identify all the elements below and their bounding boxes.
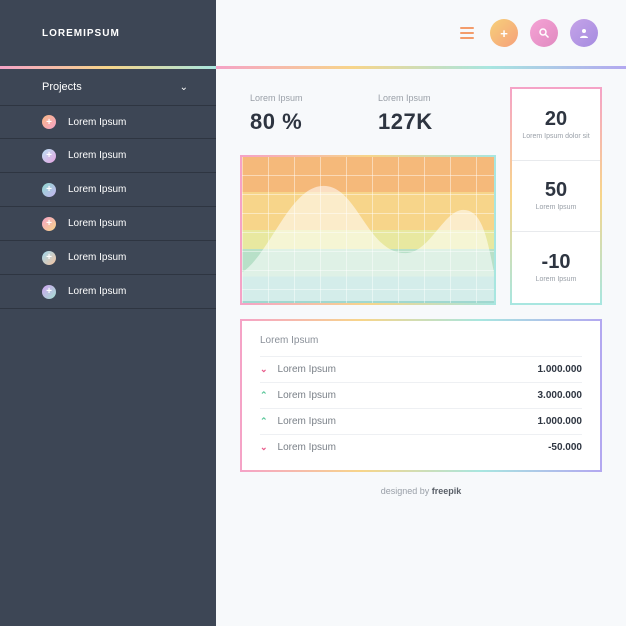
side-stat: -10 Lorem Ipsum: [512, 231, 600, 303]
list-row[interactable]: ⌃ Lorem Ipsum 1.000.000: [260, 408, 582, 434]
projects-header[interactable]: Projects ⌄: [0, 69, 216, 105]
list-row-label: Lorem Ipsum: [278, 416, 336, 427]
search-button[interactable]: [530, 19, 558, 47]
list-row-label: Lorem Ipsum: [278, 390, 336, 401]
main-area: + Lorem Ipsum 80 % Lorem Ipsum 127K: [216, 0, 626, 626]
side-stat-label: Lorem Ipsum: [536, 276, 577, 284]
footer-brand: freepik: [432, 486, 462, 496]
menu-icon[interactable]: [460, 27, 474, 39]
stat-label: Lorem Ipsum: [378, 93, 486, 103]
side-stat: 20 Lorem Ipsum dolor sit: [512, 89, 600, 160]
sidebar-item[interactable]: + Lorem Ipsum: [0, 173, 216, 207]
arrow-down-icon: ⌄: [260, 364, 268, 375]
stat-label: Lorem Ipsum: [250, 93, 358, 103]
list-row-label: Lorem Ipsum: [278, 442, 336, 453]
arrow-down-icon: ⌄: [260, 442, 268, 453]
user-icon: [578, 27, 590, 39]
list-title: Lorem Ipsum: [260, 335, 582, 346]
footer-prefix: designed by: [381, 486, 432, 496]
side-stat-label: Lorem Ipsum: [536, 204, 577, 212]
list-row-value: 1.000.000: [538, 416, 583, 427]
arrow-up-icon: ⌃: [260, 416, 268, 427]
user-button[interactable]: [570, 19, 598, 47]
stat-value: 127K: [378, 109, 486, 135]
list-row-value: -50.000: [548, 442, 582, 453]
plus-icon: +: [42, 183, 56, 197]
sidebar-item[interactable]: + Lorem Ipsum: [0, 241, 216, 275]
side-stat-value: -10: [542, 251, 571, 274]
area-chart: [240, 155, 496, 305]
sidebar-item-label: Lorem Ipsum: [68, 252, 126, 263]
projects-label: Projects: [42, 81, 82, 93]
plus-icon: +: [42, 285, 56, 299]
side-stat-value: 50: [545, 179, 567, 202]
sidebar-item[interactable]: + Lorem Ipsum: [0, 207, 216, 241]
sidebar-item-label: Lorem Ipsum: [68, 117, 126, 128]
stats-chart-column: Lorem Ipsum 80 % Lorem Ipsum 127K: [240, 87, 496, 305]
stat-card: Lorem Ipsum 80 %: [240, 87, 368, 141]
sidebar-item-label: Lorem Ipsum: [68, 286, 126, 297]
chart-wave: [242, 157, 494, 301]
sidebar-item[interactable]: + Lorem Ipsum: [0, 275, 216, 309]
list-row-value: 3.000.000: [538, 390, 583, 401]
plus-icon: +: [42, 217, 56, 231]
footer-credit: designed by freepik: [240, 486, 602, 506]
side-stat-value: 20: [545, 108, 567, 131]
list-panel: Lorem Ipsum ⌄ Lorem Ipsum 1.000.000 ⌃ Lore…: [240, 319, 602, 472]
plus-icon: +: [42, 149, 56, 163]
sidebar-item[interactable]: + Lorem Ipsum: [0, 139, 216, 173]
stats-row: Lorem Ipsum 80 % Lorem Ipsum 127K: [240, 87, 496, 141]
plus-icon: +: [42, 115, 56, 129]
sidebar-item-label: Lorem Ipsum: [68, 218, 126, 229]
add-button[interactable]: +: [490, 19, 518, 47]
chevron-down-icon: ⌄: [180, 82, 188, 93]
stat-card: Lorem Ipsum 127K: [368, 87, 496, 141]
plus-icon: +: [42, 251, 56, 265]
sidebar: LOREMIPSUM Projects ⌄ + Lorem Ipsum + Lore…: [0, 0, 216, 626]
list-row[interactable]: ⌄ Lorem Ipsum -50.000: [260, 434, 582, 460]
search-icon: [538, 27, 550, 39]
side-stat-label: Lorem Ipsum dolor sit: [522, 133, 589, 141]
sidebar-title: LOREMIPSUM: [0, 0, 216, 66]
side-stats-panel: 20 Lorem Ipsum dolor sit 50 Lorem Ipsum …: [510, 87, 602, 305]
content: Lorem Ipsum 80 % Lorem Ipsum 127K: [216, 69, 626, 626]
topbar: +: [216, 0, 626, 66]
sidebar-item[interactable]: + Lorem Ipsum: [0, 105, 216, 139]
list-row[interactable]: ⌃ Lorem Ipsum 3.000.000: [260, 382, 582, 408]
sidebar-item-label: Lorem Ipsum: [68, 150, 126, 161]
side-stat: 50 Lorem Ipsum: [512, 160, 600, 232]
top-row: Lorem Ipsum 80 % Lorem Ipsum 127K: [240, 87, 602, 305]
list-row-value: 1.000.000: [538, 364, 583, 375]
list-row[interactable]: ⌄ Lorem Ipsum 1.000.000: [260, 356, 582, 382]
list-row-label: Lorem Ipsum: [278, 364, 336, 375]
arrow-up-icon: ⌃: [260, 390, 268, 401]
sidebar-item-label: Lorem Ipsum: [68, 184, 126, 195]
stat-value: 80 %: [250, 109, 358, 135]
